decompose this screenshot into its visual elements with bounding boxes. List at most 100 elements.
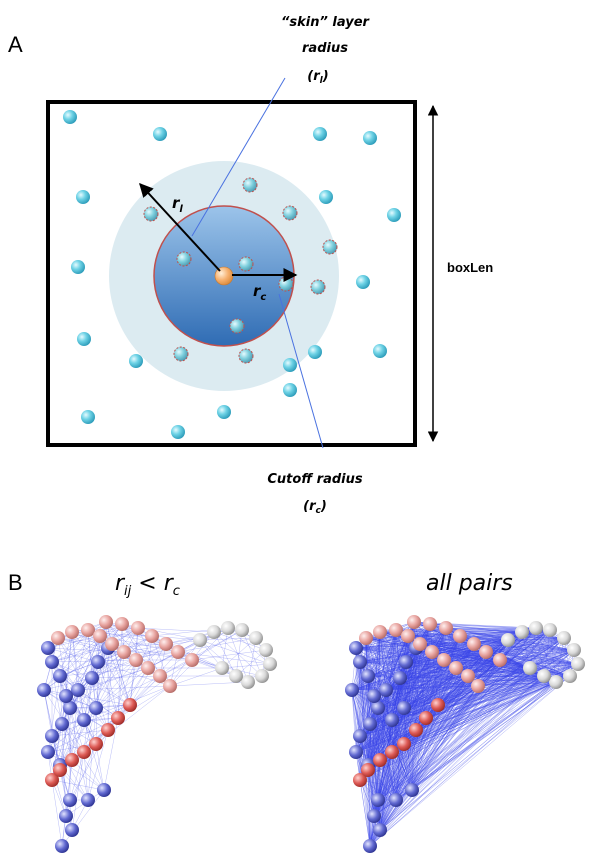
pair-line — [65, 631, 73, 697]
pair-line — [227, 627, 271, 665]
pair-line — [95, 659, 137, 709]
pair-line — [429, 623, 457, 669]
pair-line — [221, 637, 257, 669]
pair-line — [535, 627, 571, 677]
pair-line — [97, 661, 149, 669]
pair-line — [95, 627, 139, 709]
pair-line — [69, 659, 137, 709]
pair-line — [51, 735, 89, 801]
pair-line — [377, 663, 579, 801]
molecule-bead — [45, 773, 59, 787]
pair-line — [59, 677, 93, 766]
pair-line — [247, 637, 257, 683]
pair-line — [373, 635, 409, 697]
molecule-bead — [89, 737, 103, 751]
pair-line — [51, 661, 93, 679]
pair-line — [91, 643, 167, 679]
molecule-bead — [371, 793, 385, 807]
molecule-bead — [515, 625, 529, 639]
molecule-bead — [63, 793, 77, 807]
pair-line — [199, 639, 271, 665]
pair-line — [117, 685, 171, 719]
molecule-bead — [493, 653, 507, 667]
pair-line — [415, 649, 575, 731]
pair-line — [507, 639, 575, 651]
molecule-bead — [45, 729, 59, 743]
molecule-all-pairs — [345, 615, 585, 853]
pair-line — [117, 667, 149, 719]
pair-line — [543, 637, 565, 677]
pair-line — [69, 629, 89, 709]
pair-line — [411, 675, 571, 791]
pair-line — [473, 643, 575, 651]
molecule-bead — [37, 683, 51, 697]
molecule-bead — [461, 669, 475, 683]
neighbor-particle — [173, 346, 189, 362]
pair-line — [555, 637, 565, 683]
pair-line — [213, 631, 267, 651]
molecule-bead — [439, 621, 453, 635]
molecule-bead — [59, 809, 73, 823]
pair-line — [137, 627, 161, 677]
pair-line — [351, 689, 413, 791]
pair-line — [395, 643, 421, 801]
pair-line — [419, 643, 575, 651]
pair-line — [379, 629, 551, 831]
pair-line — [351, 629, 397, 691]
molecule-bead — [159, 637, 173, 651]
particle — [356, 275, 370, 289]
pair-line — [43, 643, 113, 691]
pair-line — [151, 635, 171, 687]
molecule-bead — [91, 655, 105, 669]
pair-line — [61, 789, 105, 847]
pair-line — [51, 621, 107, 663]
skin-layer-label-line3: (rl) — [307, 69, 328, 86]
molecule-bead — [379, 683, 393, 697]
pair-line — [95, 743, 105, 791]
pair-line — [47, 635, 101, 649]
pair-line — [105, 621, 137, 661]
molecule-bead — [537, 669, 551, 683]
molecule-bead — [397, 701, 411, 715]
molecule-bead — [385, 745, 399, 759]
pair-line — [129, 659, 137, 706]
pair-line — [213, 631, 263, 677]
pair-line — [369, 643, 475, 847]
rc-symbol: rc — [253, 282, 266, 303]
molecule-bead — [399, 655, 413, 669]
right-caption: all pairs — [426, 571, 513, 596]
rl-symbol: rl — [172, 194, 183, 215]
pair-line — [411, 635, 461, 791]
pair-line — [137, 627, 215, 633]
molecule-bead — [529, 621, 543, 635]
pair-line — [95, 675, 161, 709]
molecule-bead — [393, 671, 407, 685]
molecule-bead — [449, 661, 463, 675]
molecule-bead — [567, 643, 581, 657]
pair-line — [373, 629, 551, 817]
molecule-bead — [385, 713, 399, 727]
pair-line — [395, 675, 571, 801]
molecule-bead — [367, 689, 381, 703]
boxlen-label: boxLen — [447, 260, 493, 275]
pair-line — [71, 631, 85, 721]
pair-line — [83, 751, 89, 801]
pair-line — [477, 675, 545, 687]
pair-line — [95, 647, 109, 709]
molecule-bead — [563, 669, 577, 683]
neighbor-particle — [310, 279, 326, 295]
molecule-bead — [423, 617, 437, 631]
pair-line — [121, 623, 149, 669]
molecule-bead — [405, 783, 419, 797]
pair-line — [365, 637, 479, 687]
pair-line — [507, 639, 579, 665]
molecule-bead — [413, 637, 427, 651]
pair-line — [57, 637, 113, 645]
pair-line — [103, 717, 119, 791]
pair-line — [71, 759, 105, 791]
molecule-bead — [425, 645, 439, 659]
pair-line — [549, 629, 571, 677]
pair-line — [365, 637, 375, 697]
pair-line — [351, 651, 433, 691]
